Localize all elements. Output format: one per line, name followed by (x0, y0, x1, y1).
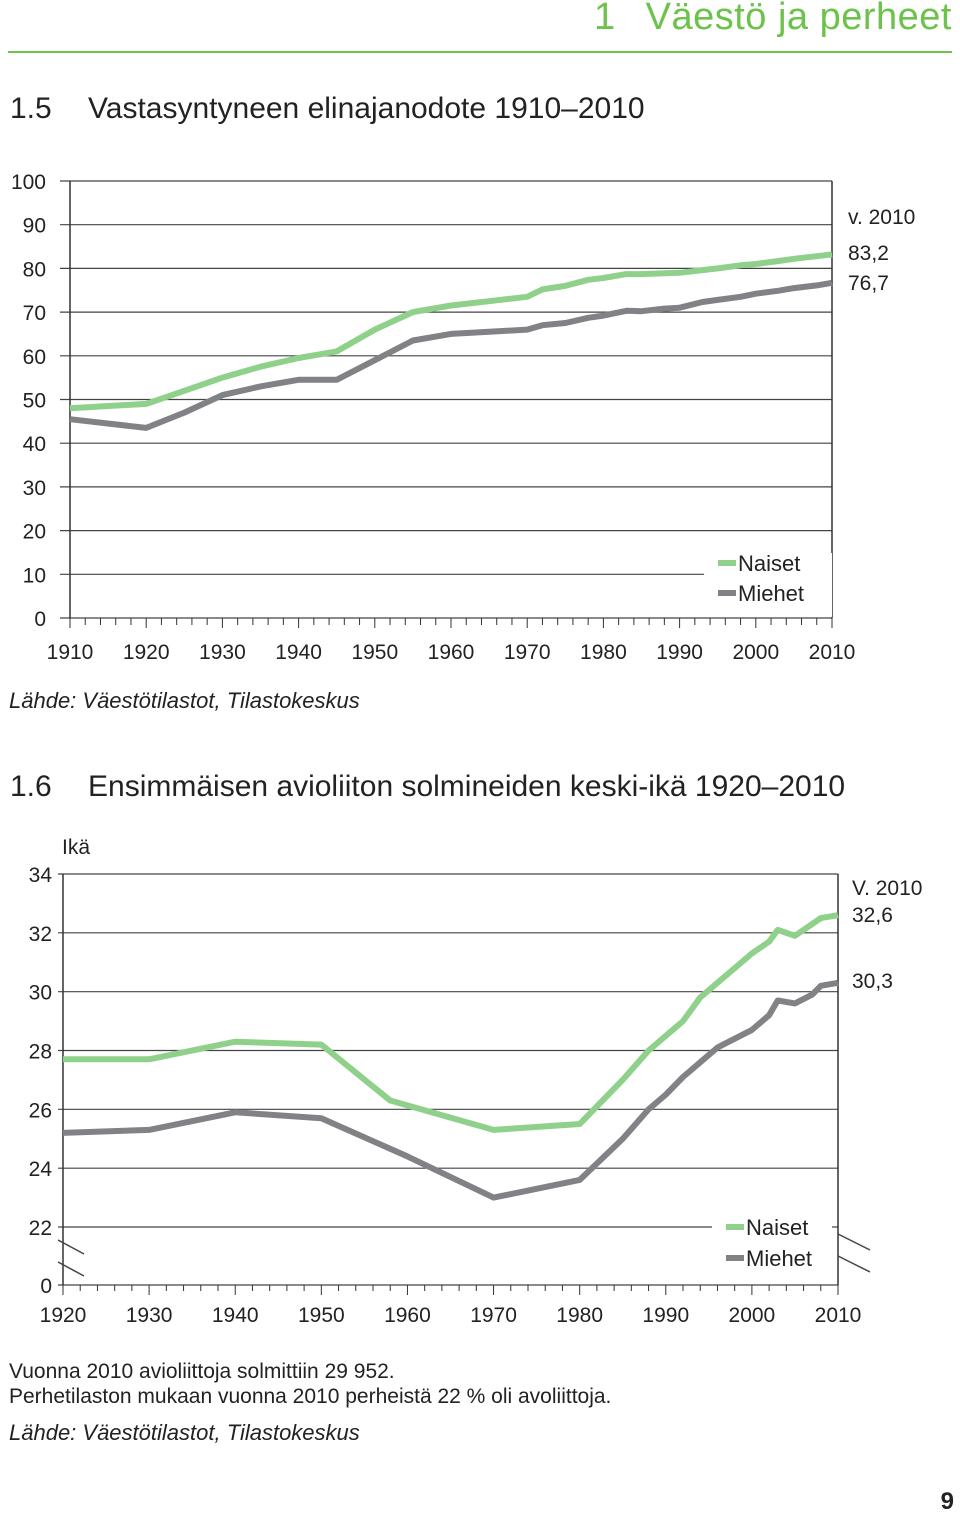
x-tick-label: 1950 (351, 641, 398, 664)
section-title: Väestö ja perheet (645, 0, 952, 38)
legend-label: Naiset (746, 1215, 808, 1240)
x-tick-label: 1980 (556, 1304, 603, 1327)
x-tick-label: 2010 (809, 641, 856, 664)
y-tick-label: 60 (23, 346, 46, 369)
section-number: 1 (593, 0, 616, 38)
x-tick-label: 1980 (580, 641, 627, 664)
x-tick-label: 2000 (729, 1304, 776, 1327)
x-tick-label: 1910 (47, 641, 94, 664)
x-tick-label: 1920 (123, 641, 170, 664)
x-tick-label: 1960 (384, 1304, 431, 1327)
x-tick-label: 1950 (298, 1304, 345, 1327)
y-tick-label: 50 (23, 390, 46, 413)
legend-label: Naiset (738, 551, 800, 576)
axis-break-mark (57, 1239, 85, 1255)
header-rule (8, 51, 952, 53)
chart-title-1-6: 1.6 Ensimmäisen avioliiton solmineiden ke… (10, 770, 845, 804)
annotation-naiset-value: 32,6 (852, 904, 893, 927)
y-tick-label: 34 (29, 864, 53, 887)
x-tick-label: 2010 (815, 1304, 862, 1327)
annotation-year: V. 2010 (852, 877, 922, 900)
y-tick-label: 24 (29, 1158, 53, 1181)
axis-break-mark (837, 1233, 871, 1251)
first-marriage-age-chart: 0 22 24 26 28 30 32 34 Ikä 1920 1930 1940 1950 1960 19… (29, 836, 923, 1327)
y-tick-label: 40 (23, 433, 46, 456)
y-tick-label: 0 (40, 1275, 52, 1298)
y-tick-label: 20 (23, 521, 46, 544)
y-tick-label: 32 (29, 923, 52, 946)
y-tick-label: 26 (29, 1099, 52, 1122)
annotation-year: v. 2010 (848, 206, 915, 229)
x-tick-label: 1990 (642, 1304, 689, 1327)
series-line-naiset (63, 912, 839, 1133)
y-axis-label: Ikä (62, 836, 90, 859)
annotation-miehet-value: 30,3 (852, 970, 893, 993)
x-tick-label: 1970 (470, 1304, 517, 1327)
y-tick-label: 90 (23, 215, 46, 238)
series-line-miehet (62, 979, 839, 1201)
y-tick-label: 70 (23, 302, 46, 325)
y-tick-label: 22 (29, 1217, 52, 1240)
axis-break-mark (57, 1261, 85, 1277)
legend-label: Miehet (738, 581, 804, 606)
x-tick-label: 2000 (732, 641, 779, 664)
annotation-miehet-value: 76,7 (848, 272, 889, 295)
x-tick-label: 1940 (275, 641, 322, 664)
x-tick-label: 1940 (212, 1304, 259, 1327)
chart-note: Perhetilaston mukaan vuonna 2010 perheis… (9, 1385, 612, 1408)
chart-note: Vuonna 2010 avioliittoja solmittiin 29 9… (9, 1360, 395, 1383)
y-tick-label: 0 (34, 608, 46, 631)
y-tick-label: 100 (11, 171, 46, 194)
chart-source: Lähde: Väestötilastot, Tilastokeskus (9, 688, 360, 713)
y-tick-label: 10 (23, 564, 46, 587)
series-line-naiset (69, 251, 833, 412)
x-tick-label: 1920 (40, 1304, 87, 1327)
legend-label: Miehet (746, 1246, 812, 1271)
x-tick-label: 1960 (428, 641, 475, 664)
axis-break-mark (837, 1255, 871, 1273)
x-tick-label: 1930 (126, 1304, 173, 1327)
page-number: 9 (940, 1488, 954, 1515)
chart-title-1-5: 1.5 Vastasyntyneen elinajanodote 1910–201… (10, 92, 645, 126)
x-tick-label: 1930 (199, 641, 246, 664)
chart-number: 1.5 (10, 92, 52, 125)
x-tick-label: 1990 (656, 641, 703, 664)
legend-background (712, 1210, 832, 1274)
chart-number: 1.6 (10, 770, 52, 803)
life-expectancy-chart: 0 10 20 30 40 50 60 70 80 90 100 1910 1920 1930 1940 19… (11, 171, 915, 664)
chart-title-text: Vastasyntyneen elinajanodote 1910–2010 (88, 92, 645, 125)
section-header: 1 Väestö ja perheet (594, 0, 952, 39)
annotation-naiset-value: 83,2 (848, 242, 889, 265)
x-tick-label: 1970 (504, 641, 551, 664)
y-tick-label: 80 (23, 258, 46, 281)
chart-source: Lähde: Väestötilastot, Tilastokeskus (9, 1420, 360, 1445)
y-tick-label: 30 (29, 982, 52, 1005)
y-tick-label: 30 (23, 477, 46, 500)
chart-title-text: Ensimmäisen avioliiton solmineiden keski… (88, 770, 846, 803)
y-tick-label: 28 (29, 1041, 52, 1064)
series-line-miehet (69, 279, 833, 431)
